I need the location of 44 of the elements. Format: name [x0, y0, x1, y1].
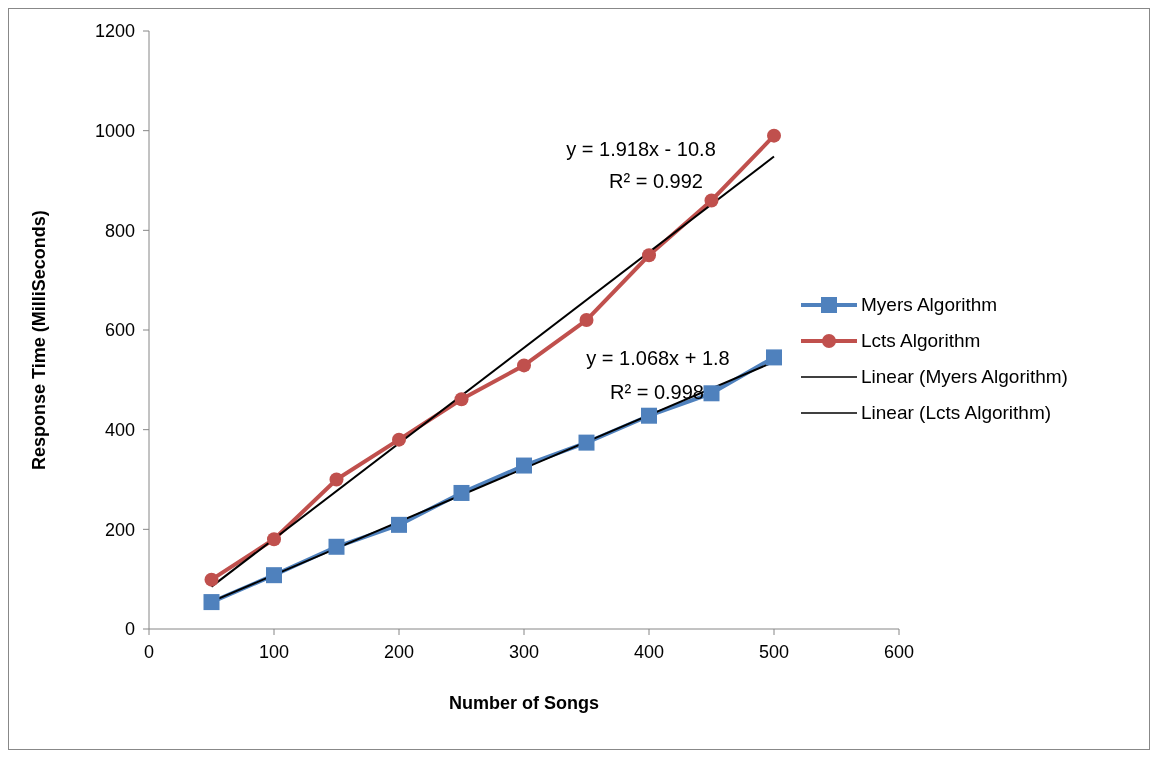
legend-label: Lcts Algorithm [861, 330, 981, 352]
x-tick-label: 500 [758, 641, 790, 662]
y-tick-label: 600 [104, 320, 135, 341]
x-tick-label: 600 [883, 641, 915, 662]
x-tick-label: 100 [258, 641, 290, 662]
annotation: y = 1.068x + 1.8 [585, 346, 731, 370]
x-tick-label: 300 [508, 641, 540, 662]
x-tick-label: 200 [383, 641, 415, 662]
point [266, 567, 282, 584]
point [329, 472, 344, 487]
point [328, 538, 345, 555]
x-axis-title: Number of Songs [448, 693, 600, 713]
y-tick-label: 1000 [94, 121, 135, 142]
y-tick-label: 200 [104, 519, 135, 540]
point [703, 385, 720, 402]
point [642, 248, 656, 263]
point [203, 594, 220, 611]
annotation: y = 1.918x - 10.8 [565, 137, 717, 161]
x-tick-label: 400 [633, 641, 665, 662]
point [578, 434, 595, 451]
point [453, 484, 470, 501]
point [704, 193, 719, 208]
legend-label: Myers Algorithm [861, 294, 998, 316]
point [517, 358, 531, 373]
point [767, 128, 781, 143]
y-tick-label: 400 [104, 420, 135, 441]
y-tick-label: 800 [104, 220, 135, 241]
annotation: R² = 0.992 [608, 169, 704, 193]
legend-label: Linear (Lcts Algorithm) [861, 402, 1052, 424]
x-tick-label: 0 [143, 641, 155, 662]
point [391, 516, 407, 533]
annotation: R² = 0.998 [609, 380, 705, 404]
point [766, 349, 782, 366]
point [579, 313, 594, 328]
legend-label: Linear (Myers Algorithm) [861, 366, 1068, 388]
point [204, 572, 219, 587]
y-axis-title: Response Time (MilliSeconds) [29, 210, 50, 470]
point [641, 407, 657, 424]
point [516, 457, 532, 474]
point [267, 532, 281, 547]
y-tick-label: 0 [124, 619, 135, 640]
point [392, 432, 406, 447]
y-tick-label: 1200 [94, 21, 135, 42]
point [454, 392, 469, 407]
